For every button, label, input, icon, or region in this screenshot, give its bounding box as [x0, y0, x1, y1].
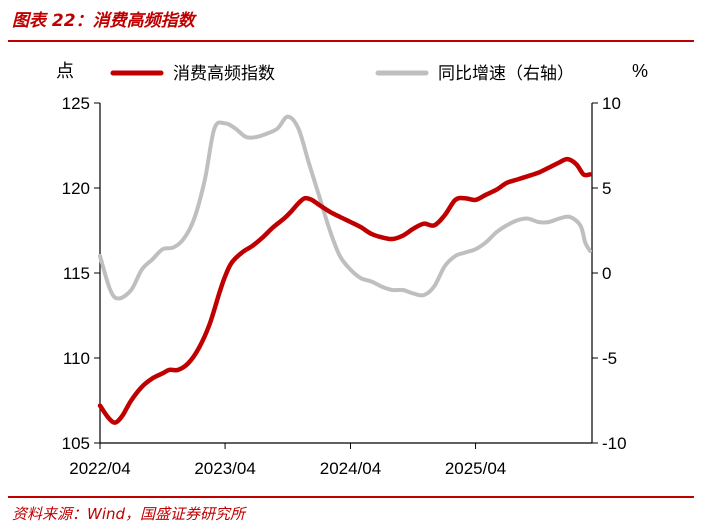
x-tick-label: 2024/04 — [320, 459, 381, 478]
bottom-rule — [8, 496, 694, 498]
left-tick-label: 105 — [62, 434, 90, 453]
top-rule — [8, 40, 694, 42]
legend: 消费高频指数 同比增速（右轴） — [110, 64, 574, 83]
right-tick-label: -10 — [602, 434, 627, 453]
x-tick-label: 2023/04 — [194, 459, 255, 478]
right-tick-label: 5 — [602, 179, 611, 198]
consumption-index-line — [97, 156, 593, 425]
legend-consumption-index-label: 消费高频指数 — [173, 64, 275, 83]
x-tick-label: 2022/04 — [69, 459, 130, 478]
x-tick-label: 2025/04 — [445, 459, 506, 478]
series-lines — [97, 114, 593, 425]
yoy-growth-line — [98, 114, 592, 301]
figure-title: 图表 22：消费高频指数 — [12, 11, 195, 31]
right-tick-label: -5 — [602, 349, 617, 368]
left-tick-label: 115 — [63, 264, 90, 283]
right-tick-label: 10 — [602, 94, 621, 113]
left-tick-label: 125 — [62, 94, 90, 113]
left-axis-unit: 点 — [56, 61, 74, 81]
axes: 105 110 115 120 125 -10 -5 0 5 10 2022/04 2023/04 20… — [56, 61, 648, 478]
right-axis-unit: % — [632, 61, 648, 81]
left-tick-label: 110 — [63, 349, 90, 368]
source-note: 资料来源：Wind，国盛证券研究所 — [12, 505, 246, 523]
legend-yoy-growth-label: 同比增速（右轴） — [438, 64, 574, 83]
right-tick-label: 0 — [602, 264, 611, 283]
left-tick-label: 120 — [62, 179, 90, 198]
